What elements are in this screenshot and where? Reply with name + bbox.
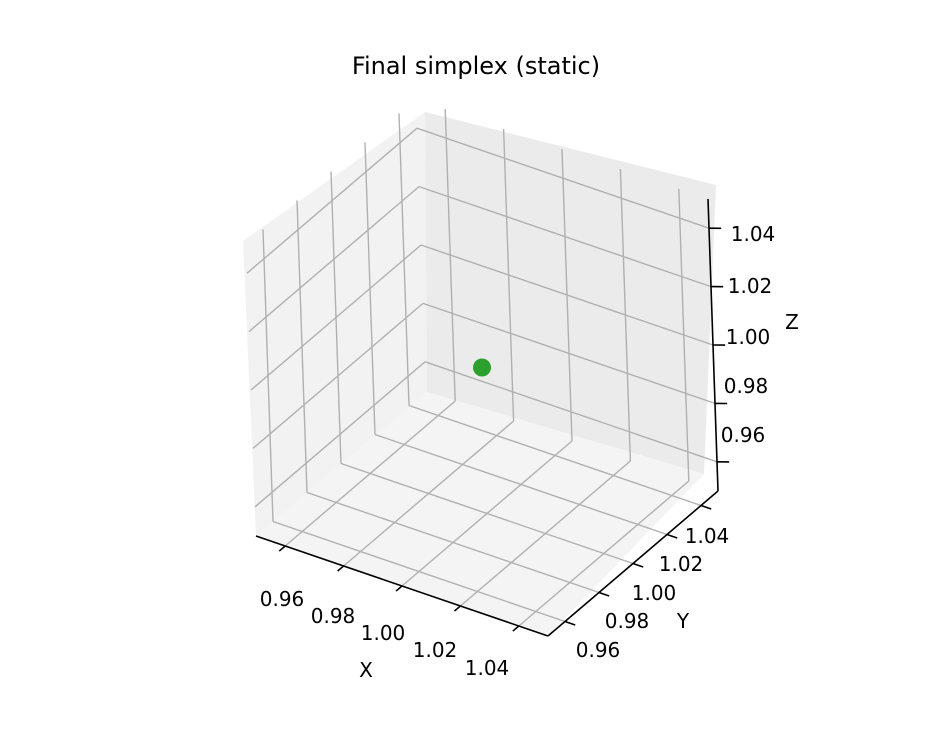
- z-grid-left-4: [246, 127, 418, 274]
- y-grid-floor-0: [272, 520, 566, 623]
- y-tick-label-3: 1.02: [659, 552, 704, 576]
- z-axis: 0.96 0.98 1.00 1.02 1.04 Z: [721, 222, 799, 447]
- x-tick-mark-4: [512, 625, 520, 632]
- z-grid-back-1: [422, 302, 716, 405]
- pane-floor: [256, 392, 704, 636]
- z-tick-label-1: 0.98: [724, 374, 769, 398]
- pane-back: [425, 112, 716, 474]
- z-tick-label-4: 1.04: [731, 222, 776, 246]
- x-tick-label-3: 1.02: [413, 638, 458, 662]
- y-grid-floor-3: [374, 433, 668, 536]
- z-grid-left-3: [248, 186, 420, 333]
- y-tick-label-0: 0.96: [576, 638, 621, 662]
- x-axis: 0.96 0.98 1.00 1.02 1.04 X: [260, 587, 510, 682]
- x-tick-label-2: 1.00: [361, 621, 406, 645]
- y-tick-mark-2: [632, 562, 644, 568]
- y-axis-label: Y: [676, 609, 690, 633]
- y-axis: 0.96 0.98 1.00 1.02 1.04 Y: [576, 524, 730, 662]
- z-tick-label-2: 1.00: [726, 325, 771, 349]
- z-grid-back-0: [424, 361, 718, 463]
- z-grid-back-2: [420, 244, 714, 346]
- z-grid-left-1: [252, 302, 424, 449]
- x-tick-mark-0: [278, 545, 286, 552]
- x-tick-label-1: 0.98: [311, 604, 356, 628]
- y-grid-floor-4: [408, 404, 702, 507]
- z-tick-label-3: 1.02: [728, 274, 773, 298]
- z-grid-left-2: [250, 244, 422, 391]
- pane-left: [243, 112, 427, 536]
- z-grid-back-4: [416, 127, 710, 229]
- z-grid-left-0: [254, 361, 426, 508]
- y-tick-label-2: 1.00: [632, 581, 677, 605]
- y-grid-floor-1: [306, 491, 600, 594]
- grid-lines: [246, 108, 718, 627]
- y-tick-label-1: 0.98: [605, 609, 650, 633]
- data-points: [473, 358, 491, 377]
- x-tick-label-0: 0.96: [260, 587, 305, 611]
- x-tick-mark-3: [453, 605, 461, 612]
- x-tick-mark-1: [337, 565, 345, 572]
- x-tick-mark-2: [395, 585, 403, 592]
- y-tick-mark-0: [564, 620, 576, 626]
- x-axis-label: X: [359, 658, 373, 682]
- z-tick-label-0: 0.96: [721, 423, 766, 447]
- y-tick-mark-3: [666, 533, 678, 539]
- z-grid-back-3: [418, 185, 712, 288]
- data-point-0-0: [473, 358, 491, 377]
- x-tick-label-4: 1.04: [465, 656, 510, 680]
- chart-title: Final simplex (static): [352, 52, 600, 80]
- y-tick-mark-4: [700, 504, 712, 510]
- y-tick-mark-1: [598, 591, 610, 597]
- z-axis-label: Z: [785, 310, 799, 334]
- axis-lines: [255, 198, 730, 637]
- y-grid-floor-2: [340, 462, 634, 565]
- y-tick-label-4: 1.04: [685, 524, 730, 548]
